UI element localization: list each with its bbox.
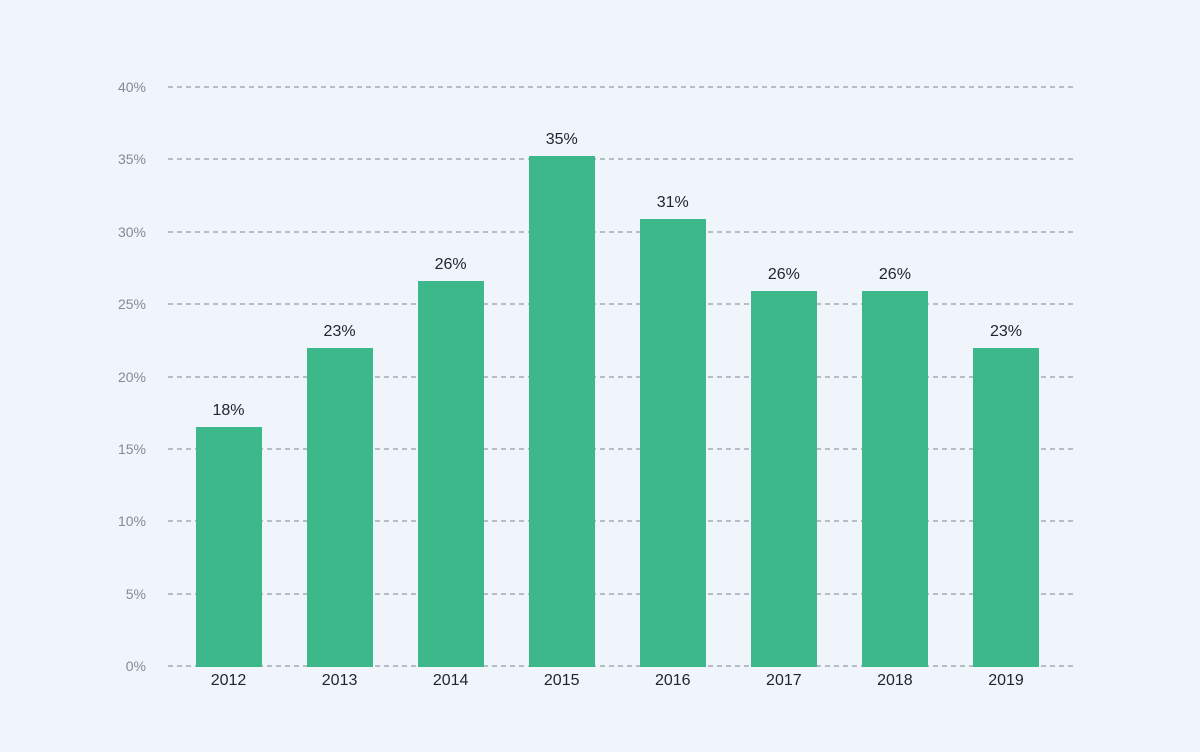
x-axis-tick-label: 2014 — [432, 672, 469, 689]
y-axis-tick-label: 35% — [117, 151, 146, 168]
bar-value-label: 26% — [878, 266, 911, 283]
gridline — [168, 86, 1077, 88]
y-axis-tick-label: 15% — [117, 440, 146, 457]
bar — [639, 219, 706, 667]
x-axis-tick-label: 2018 — [877, 672, 913, 689]
gridline — [168, 230, 1077, 233]
bar-value-label: 31% — [656, 194, 689, 211]
gridline — [168, 592, 1077, 595]
bar-value-label: 35% — [545, 131, 578, 148]
y-axis-tick-label: 25% — [117, 296, 146, 313]
bar-value-label: 26% — [767, 266, 800, 283]
bar — [528, 156, 595, 667]
bar — [306, 348, 373, 667]
x-axis-tick-label: 2017 — [766, 672, 802, 689]
bar-value-label: 18% — [212, 402, 245, 419]
bar — [861, 291, 928, 667]
gridline — [168, 303, 1077, 306]
y-axis-tick-label: 10% — [117, 513, 146, 530]
x-axis-tick-label: 2016 — [654, 672, 691, 689]
y-axis-tick-label: 30% — [117, 223, 146, 240]
y-axis-tick-label: 40% — [117, 79, 146, 95]
bar — [972, 348, 1039, 667]
bar — [195, 427, 262, 667]
bar — [417, 281, 484, 667]
y-axis-tick-label: 20% — [117, 368, 146, 385]
bar-value-label: 26% — [434, 256, 467, 273]
gridline — [168, 447, 1077, 450]
gridline — [168, 158, 1077, 161]
gridline — [168, 665, 1077, 667]
x-axis-tick-label: 2019 — [988, 672, 1024, 689]
x-axis-tick-label: 2015 — [543, 672, 580, 689]
x-axis-tick-label: 2012 — [210, 672, 247, 689]
y-axis-tick-label: 0% — [125, 658, 146, 674]
gridline — [168, 520, 1077, 523]
gridline — [168, 375, 1077, 378]
bar-value-label: 23% — [989, 323, 1022, 340]
x-axis-tick-label: 2013 — [321, 672, 358, 689]
bar-value-label: 23% — [323, 323, 356, 340]
y-axis-tick-label: 5% — [125, 585, 146, 602]
bar — [750, 291, 817, 667]
